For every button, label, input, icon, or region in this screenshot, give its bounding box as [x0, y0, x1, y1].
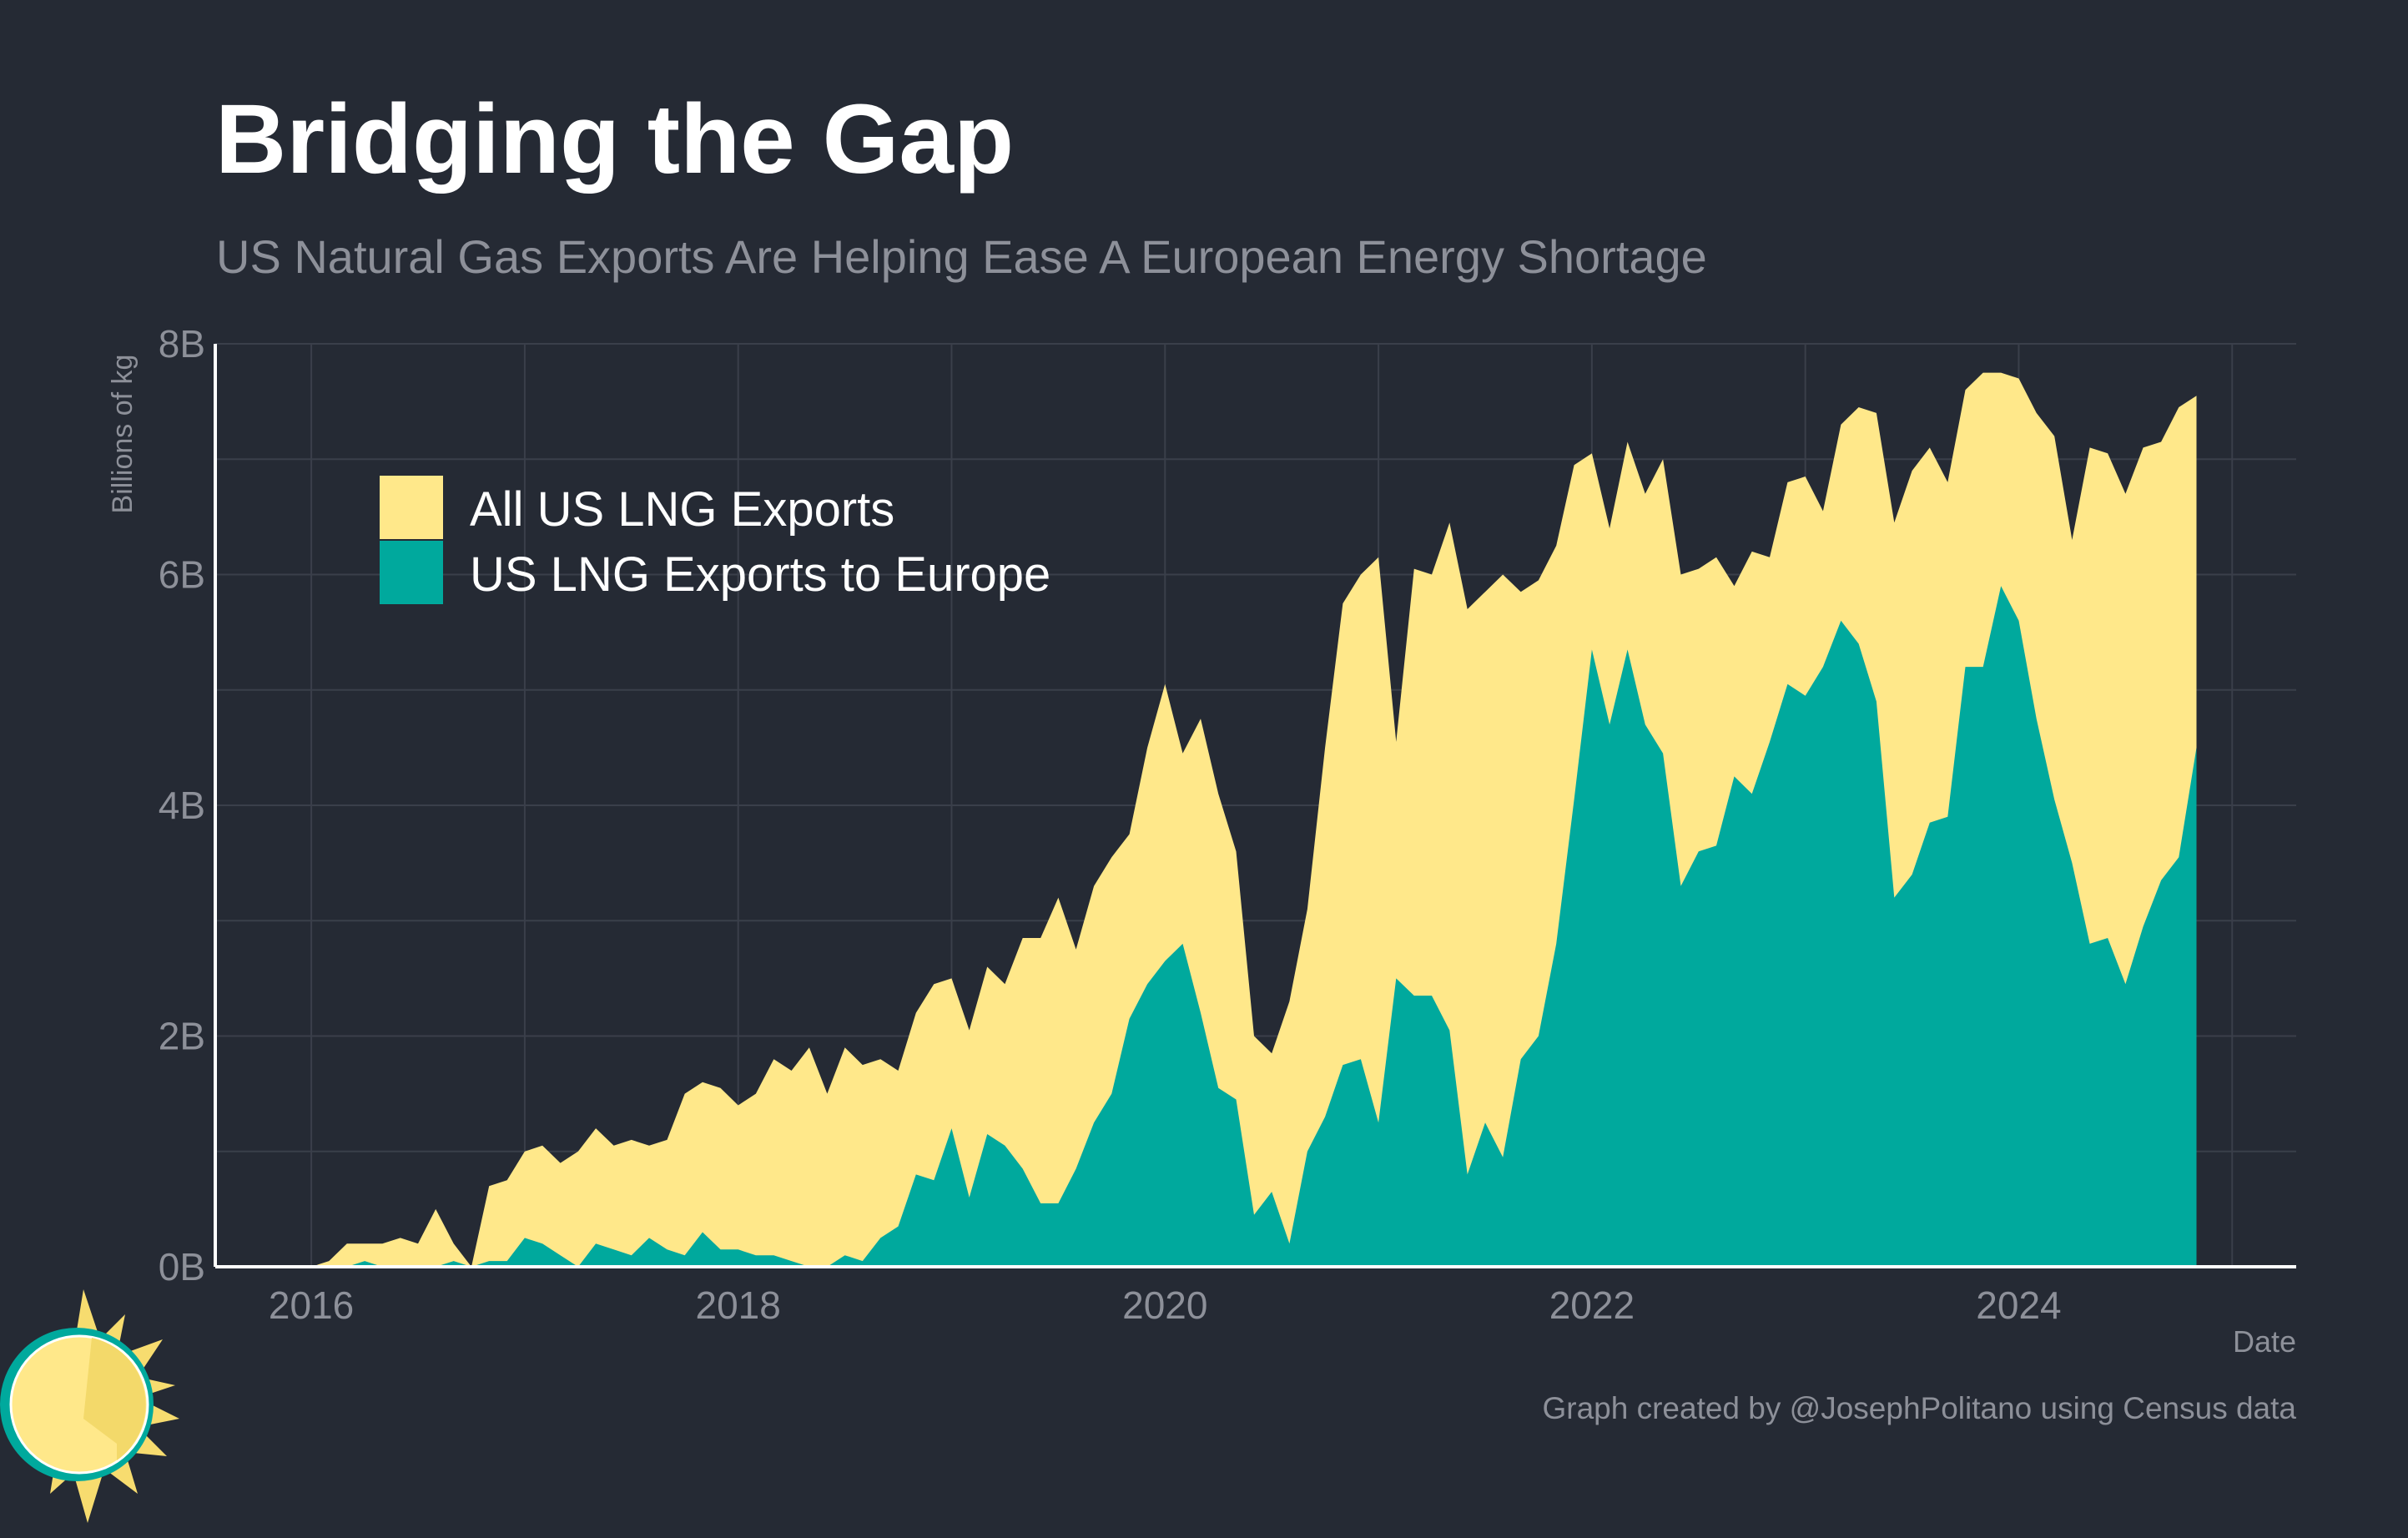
logo-shade — [83, 1338, 146, 1460]
source-caption: Graph created by @JosephPolitano using C… — [1542, 1391, 2296, 1425]
area-us-lng-exports-to-europe — [311, 586, 2197, 1267]
x-tick-label: 2020 — [1122, 1283, 1207, 1327]
y-tick-label: 0B — [159, 1245, 205, 1288]
legend-swatch-all-exports — [380, 476, 443, 539]
y-tick-label: 4B — [159, 784, 205, 827]
chart-series — [311, 372, 2197, 1268]
chart-title: Bridging the Gap — [215, 84, 1015, 194]
legend: All US LNG Exports US LNG Exports to Eur… — [380, 476, 1050, 604]
y-tick-label: 6B — [159, 553, 205, 597]
legend-label-europe-exports: US LNG Exports to Europe — [470, 547, 1050, 602]
y-tick-label: 2B — [159, 1015, 205, 1058]
x-tick-label: 2024 — [1976, 1283, 2061, 1327]
chart-axes — [214, 344, 2296, 1268]
y-axis-title: Billions of kg — [107, 355, 139, 514]
y-tick-label: 8B — [159, 322, 205, 366]
chart-subtitle: US Natural Gas Exports Are Helping Ease … — [216, 230, 1707, 283]
sun-logo-icon — [0, 1289, 179, 1523]
legend-swatch-europe-exports — [380, 541, 443, 604]
x-tick-label: 2018 — [696, 1283, 781, 1327]
tick-labels: 0B 2B 4B 6B 8B 2016 2018 2020 2022 2024 — [159, 322, 2062, 1327]
x-axis-title: Date — [2233, 1324, 2296, 1359]
legend-label-all-exports: All US LNG Exports — [470, 482, 894, 537]
x-tick-label: 2022 — [1549, 1283, 1635, 1327]
x-tick-label: 2016 — [269, 1283, 354, 1327]
